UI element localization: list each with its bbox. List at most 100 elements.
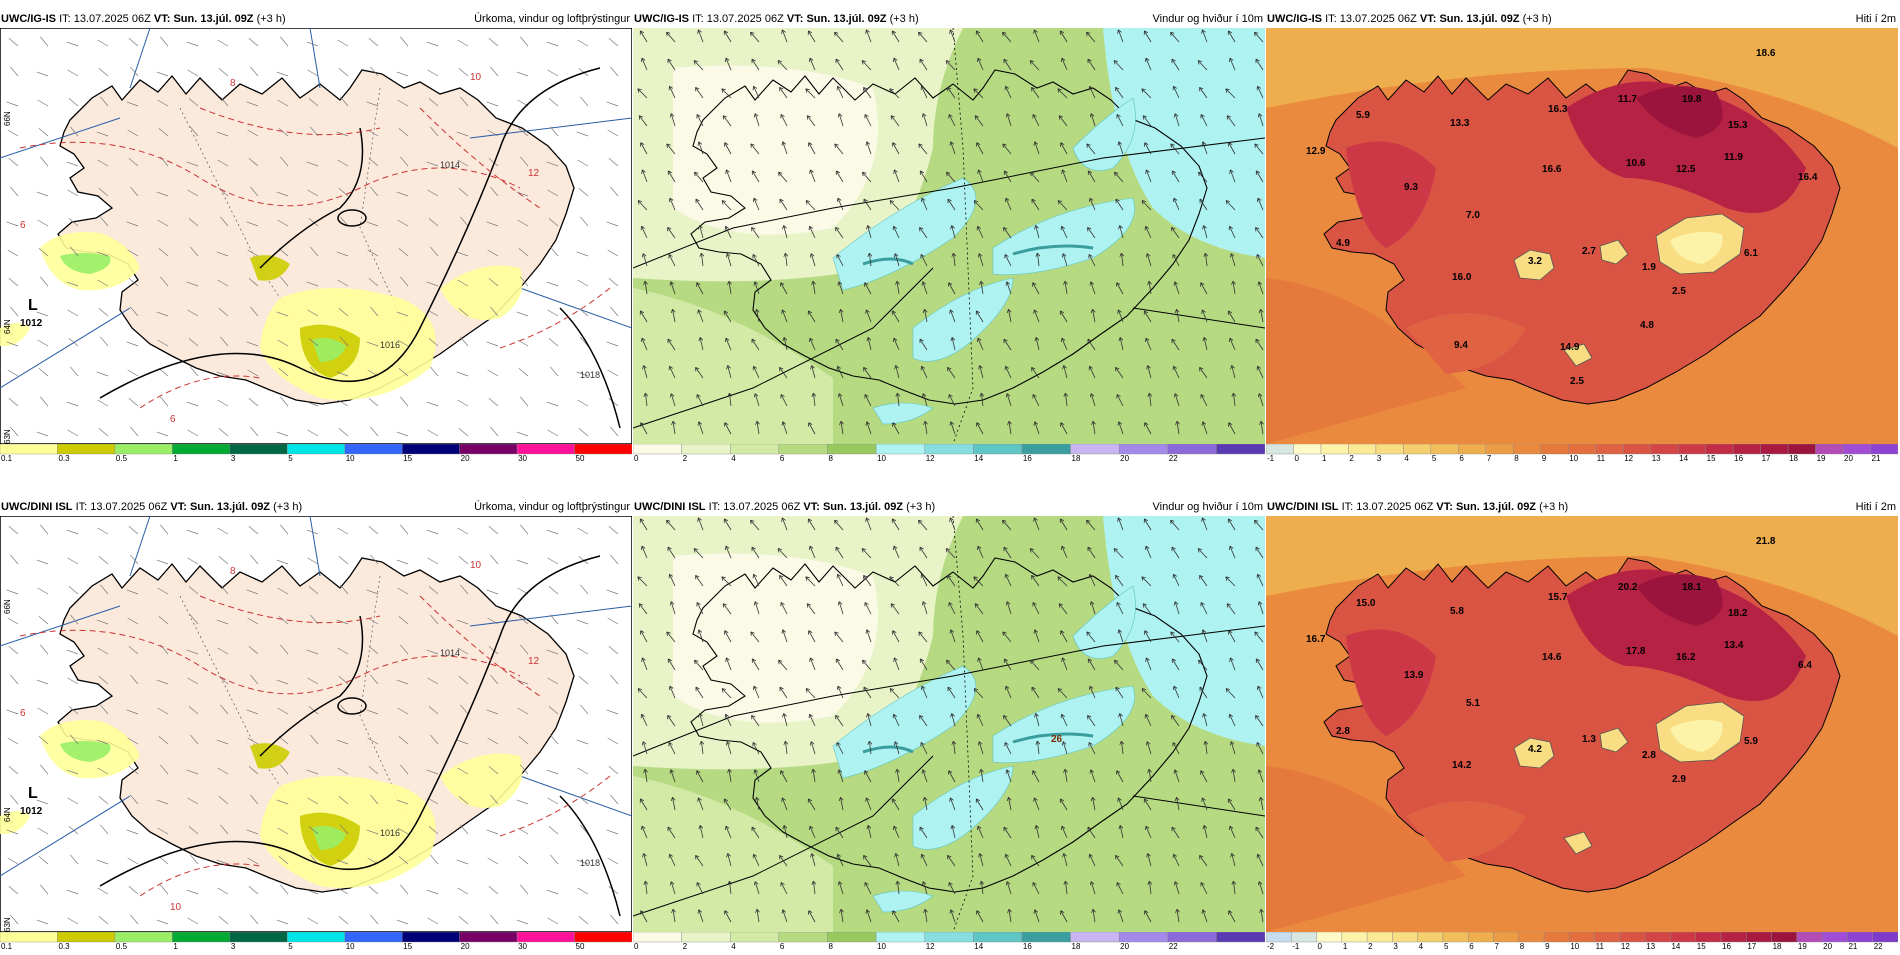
wind-arrow: [1227, 310, 1236, 323]
wind-barb: [307, 69, 319, 77]
wind-arrowhead: [780, 882, 785, 887]
wind-arrow: [1226, 115, 1236, 127]
wind-arrowhead: [667, 658, 673, 663]
wind-arrowhead: [1118, 825, 1124, 830]
sea-temp-mild: [1266, 766, 1466, 932]
wind-arrow: [1118, 421, 1124, 435]
wind-arrow: [1258, 393, 1264, 407]
wind-barb: [547, 797, 559, 805]
colorbar-tick-label: 8: [828, 942, 833, 950]
wind-barb: [188, 338, 199, 347]
wind-barb: [338, 428, 349, 437]
wind-arrow: [1033, 309, 1040, 323]
wind-barb: [67, 557, 79, 565]
wind-barb: [307, 429, 319, 437]
wind-arrowhead: [1002, 519, 1007, 525]
wind-barb: [606, 341, 619, 347]
wind-barb: [157, 219, 169, 227]
wind-arrowhead: [808, 630, 813, 635]
wind-barb: [218, 556, 229, 565]
wind-field-strong: [1103, 516, 1265, 746]
wind-barb: [67, 309, 79, 317]
wind-barb: [396, 71, 409, 77]
colorbar-swatch: [516, 931, 575, 943]
wind-barb: [457, 399, 469, 407]
region-boundary: [952, 28, 974, 444]
wind-barb: [100, 584, 109, 595]
wind-arrowhead: [699, 740, 705, 745]
temperature-value: 2.8: [1642, 750, 1656, 761]
wind-arrow: [1173, 86, 1180, 99]
colorbar-tick-label: 0.1: [1, 942, 13, 950]
wind-arrowhead: [835, 546, 840, 552]
wind-barb: [550, 614, 559, 625]
wind-arrowhead: [1004, 685, 1010, 691]
wind-barb: [550, 854, 559, 865]
wind-arrowhead: [1170, 631, 1175, 636]
wind-arrow: [1229, 825, 1236, 839]
wind-barb: [336, 371, 349, 377]
wind-arrow: [807, 518, 816, 531]
wind-arrowhead: [1089, 881, 1095, 886]
wind-arrowhead: [1033, 141, 1039, 146]
wind-arrowhead: [806, 603, 812, 608]
isotherm: [499, 775, 611, 837]
wind-barb: [400, 764, 409, 775]
it-label: IT:: [75, 501, 88, 513]
wind-arrow: [1231, 853, 1236, 867]
wind-arrowhead: [1229, 657, 1234, 662]
wind-arrowhead: [724, 225, 730, 231]
colorbar-tick-label: 4: [1419, 942, 1424, 950]
low-pressure-marker: L: [28, 297, 38, 314]
wind-barb: [486, 101, 499, 107]
wind-barb: [487, 129, 499, 137]
region-boundary: [633, 137, 1265, 269]
wind-arrowhead: [1200, 282, 1205, 287]
wind-arrowhead: [811, 280, 816, 286]
wind-arrowhead: [1202, 337, 1208, 342]
wind-barb: [546, 529, 559, 535]
wind-arrow: [1061, 657, 1068, 671]
wind-arrowhead: [919, 338, 924, 344]
panel-title: Hiti í 2m: [1855, 501, 1896, 513]
wind-barb: [516, 799, 529, 805]
wind-arrowhead: [1115, 686, 1120, 692]
wind-arrow: [783, 225, 788, 239]
wind-arrow: [669, 366, 676, 379]
wind-arrow: [1005, 86, 1012, 99]
wind-barb: [186, 41, 199, 47]
wind-arrow: [725, 825, 732, 839]
wind-arrowhead: [1197, 60, 1203, 65]
wind-barb: [366, 101, 379, 107]
isotherm-label: 10: [470, 72, 482, 83]
wind-arrowhead: [835, 826, 840, 832]
wind-arrow: [753, 574, 760, 587]
wind-barb: [370, 426, 379, 437]
colorbar-swatch: [1442, 931, 1469, 943]
wind-arrowhead: [973, 200, 979, 205]
isobar: [99, 555, 601, 887]
wind-arrowhead: [1145, 657, 1150, 662]
wind-arrowhead: [866, 225, 871, 230]
wind-barb: [98, 916, 109, 925]
wind-arrowhead: [892, 57, 898, 63]
wind-arrowhead: [640, 910, 645, 915]
wind-barb: [97, 767, 109, 775]
wind-arrowhead: [973, 688, 979, 693]
wind-barb: [426, 281, 439, 287]
wind-arrow: [863, 855, 872, 867]
wind-arrow: [840, 309, 844, 323]
wind-arrowhead: [895, 280, 900, 286]
wind-arrow: [947, 686, 956, 699]
colorbar-swatch: [730, 443, 780, 455]
wind-barb: [576, 131, 589, 137]
wind-arrow: [1145, 169, 1152, 183]
wind-arrowhead: [891, 518, 897, 523]
colorbar-swatch: [1458, 443, 1487, 455]
wind-arrow: [724, 422, 732, 435]
wind-arrow: [1086, 631, 1096, 643]
wind-arrow: [1176, 309, 1180, 323]
wind-arrow: [973, 200, 984, 211]
wind-barb: [190, 614, 199, 625]
wind-arrow: [946, 659, 956, 671]
